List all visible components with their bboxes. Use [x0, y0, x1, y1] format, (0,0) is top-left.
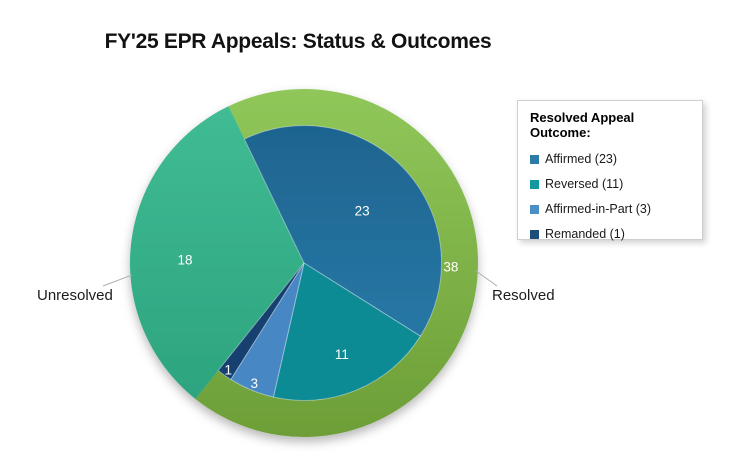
slice-reversed	[272, 262, 422, 401]
legend-item-remanded-1-: Remanded (1)	[530, 227, 690, 241]
legend-items: Affirmed (23) Reversed (11) Affirmed-in-Pa…	[530, 152, 690, 241]
legend-item-label: Affirmed-in-Part (3)	[545, 202, 652, 216]
ring-segment-resolved	[195, 88, 478, 437]
legend-item-affirmed-in-part-3-: Affirmed-in-Part (3)	[530, 202, 690, 216]
slice-affirmed	[243, 125, 443, 337]
leader-line-resolved	[475, 270, 498, 287]
legend-swatch-icon	[530, 229, 539, 239]
callout-label-resolved: Resolved	[492, 287, 555, 304]
value-label-unresolved: 18	[177, 253, 192, 268]
legend-item-label: Remanded (1)	[545, 227, 625, 241]
leader-line-unresolved	[102, 274, 133, 287]
legend-item-reversed-11-: Reversed (11)	[530, 177, 690, 191]
slice-unresolved	[129, 106, 304, 400]
pie-slices	[129, 88, 478, 437]
legend-item-affirmed-23-: Affirmed (23)	[530, 152, 690, 166]
value-label-reversed: 11	[335, 347, 349, 362]
chart-title: FY'25 EPR Appeals: Status & Outcomes	[104, 30, 492, 53]
legend-swatch-icon	[530, 154, 539, 164]
value-label-remanded: 1	[224, 363, 232, 378]
callout-label-unresolved: Unresolved	[37, 287, 113, 304]
legend-swatch-icon	[530, 179, 539, 189]
legend-swatch-icon	[530, 204, 539, 214]
legend-box: Resolved Appeal Outcome: Affirmed (23) Re…	[517, 100, 703, 241]
value-label-resolved: 38	[443, 260, 458, 275]
legend-item-label: Reversed (11)	[545, 177, 624, 191]
slice-remanded	[217, 262, 305, 381]
value-label-affirmed: 23	[355, 204, 370, 219]
value-label-affirmed-in-part: 3	[250, 376, 258, 391]
legend-title: Resolved Appeal Outcome:	[530, 110, 635, 140]
legend-item-label: Affirmed (23)	[545, 152, 618, 166]
